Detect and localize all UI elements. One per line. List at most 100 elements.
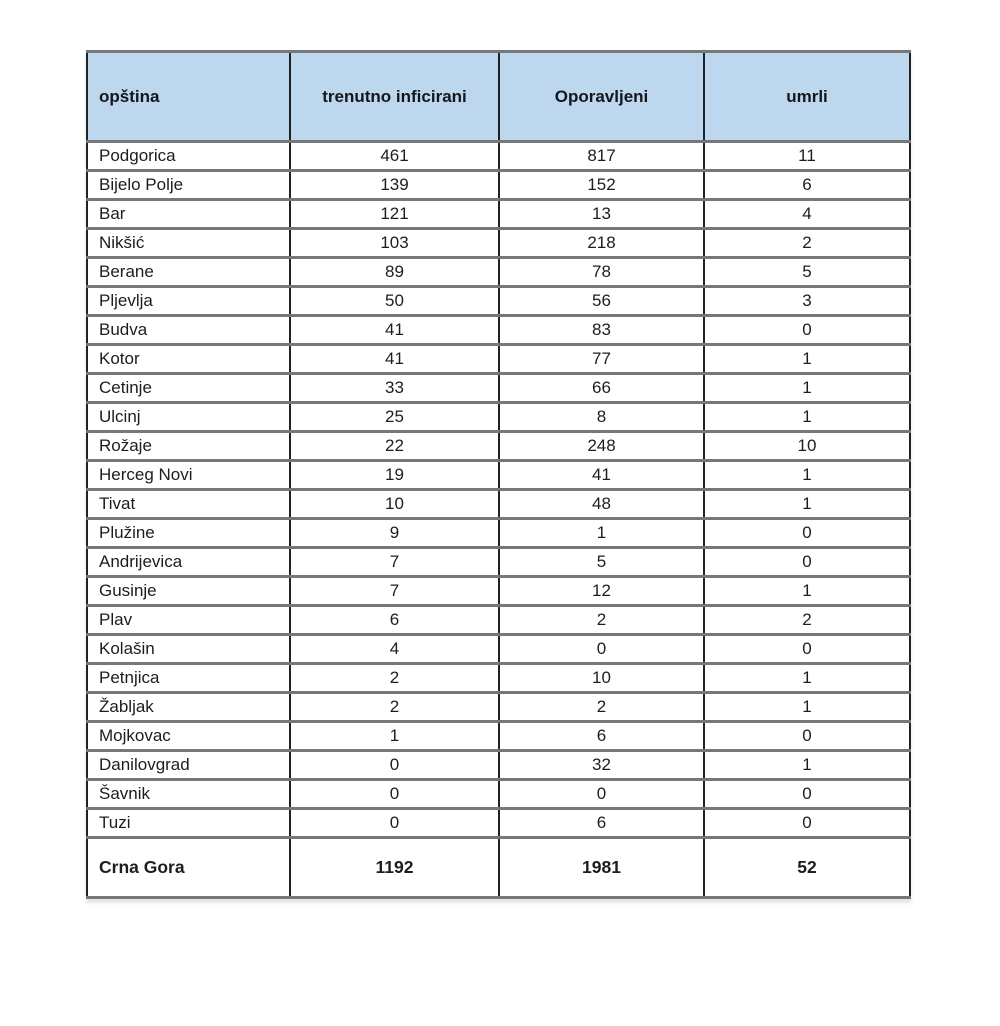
value-cell: 1 xyxy=(289,720,500,752)
table-row: Rožaje 22 248 10 xyxy=(86,430,911,462)
value-cell: 9 xyxy=(289,517,500,549)
value-cell: 1 xyxy=(498,517,705,549)
table-row: Budva 41 83 0 xyxy=(86,314,911,346)
value-cell: 0 xyxy=(498,633,705,665)
value-cell: 32 xyxy=(498,749,705,781)
value-cell: 2 xyxy=(289,662,500,694)
municipality-name-cell: Nikšić xyxy=(86,227,291,259)
value-cell: 7 xyxy=(289,546,500,578)
value-cell: 10 xyxy=(498,662,705,694)
value-cell: 7 xyxy=(289,575,500,607)
value-cell: 41 xyxy=(289,314,500,346)
value-cell: 1 xyxy=(703,575,911,607)
value-cell: 4 xyxy=(703,198,911,230)
value-cell: 66 xyxy=(498,372,705,404)
header-row: opština trenutno inficirani Oporavljeni … xyxy=(86,50,911,143)
value-cell: 6 xyxy=(703,169,911,201)
table-row: Petnjica 2 10 1 xyxy=(86,662,911,694)
value-cell: 0 xyxy=(703,807,911,839)
value-cell: 461 xyxy=(289,140,500,172)
value-cell: 0 xyxy=(703,314,911,346)
total-row-label: Crna Gora xyxy=(86,836,291,899)
value-cell: 1 xyxy=(703,691,911,723)
table-row: Plužine 9 1 0 xyxy=(86,517,911,549)
value-cell: 2 xyxy=(498,604,705,636)
municipality-name-cell: Budva xyxy=(86,314,291,346)
value-cell: 8 xyxy=(498,401,705,433)
total-row: Crna Gora 1192 1981 52 xyxy=(86,836,911,899)
value-cell: 1 xyxy=(703,343,911,375)
value-cell: 0 xyxy=(289,807,500,839)
municipality-name-cell: Petnjica xyxy=(86,662,291,694)
table-row: Cetinje 33 66 1 xyxy=(86,372,911,404)
value-cell: 78 xyxy=(498,256,705,288)
table-row: Andrijevica 7 5 0 xyxy=(86,546,911,578)
table-row: Berane 89 78 5 xyxy=(86,256,911,288)
table-row: Podgorica 461 817 11 xyxy=(86,140,911,172)
table-row: Nikšić 103 218 2 xyxy=(86,227,911,259)
table-row: Pljevlja 50 56 3 xyxy=(86,285,911,317)
table-row: Bijelo Polje 139 152 6 xyxy=(86,169,911,201)
table-header: opština trenutno inficirani Oporavljeni … xyxy=(86,50,911,143)
total-umrli: 52 xyxy=(703,836,911,899)
municipality-name-cell: Bar xyxy=(86,198,291,230)
municipality-name-cell: Andrijevica xyxy=(86,546,291,578)
municipality-name-cell: Cetinje xyxy=(86,372,291,404)
value-cell: 41 xyxy=(498,459,705,491)
value-cell: 10 xyxy=(703,430,911,462)
value-cell: 0 xyxy=(498,778,705,810)
value-cell: 248 xyxy=(498,430,705,462)
table-row: Tuzi 0 6 0 xyxy=(86,807,911,839)
value-cell: 83 xyxy=(498,314,705,346)
value-cell: 103 xyxy=(289,227,500,259)
municipality-name-cell: Tuzi xyxy=(86,807,291,839)
table-row: Herceg Novi 19 41 1 xyxy=(86,459,911,491)
value-cell: 1 xyxy=(703,488,911,520)
value-cell: 2 xyxy=(498,691,705,723)
table-row: Ulcinj 25 8 1 xyxy=(86,401,911,433)
table-row: Danilovgrad 0 32 1 xyxy=(86,749,911,781)
municipality-name-cell: Kotor xyxy=(86,343,291,375)
value-cell: 152 xyxy=(498,169,705,201)
municipality-name-cell: Kolašin xyxy=(86,633,291,665)
value-cell: 6 xyxy=(289,604,500,636)
value-cell: 3 xyxy=(703,285,911,317)
municipality-name-cell: Šavnik xyxy=(86,778,291,810)
municipality-name-cell: Berane xyxy=(86,256,291,288)
municipality-name-cell: Gusinje xyxy=(86,575,291,607)
value-cell: 48 xyxy=(498,488,705,520)
value-cell: 139 xyxy=(289,169,500,201)
total-oporavljeni: 1981 xyxy=(498,836,705,899)
municipality-name-cell: Žabljak xyxy=(86,691,291,723)
column-header-trenutno-inficirani: trenutno inficirani xyxy=(289,50,500,143)
table-row: Tivat 10 48 1 xyxy=(86,488,911,520)
table-row: Plav 6 2 2 xyxy=(86,604,911,636)
table-body: Podgorica 461 817 11 Bijelo Polje 139 152 6 Bar 1… xyxy=(86,140,911,839)
value-cell: 1 xyxy=(703,749,911,781)
value-cell: 0 xyxy=(703,517,911,549)
value-cell: 12 xyxy=(498,575,705,607)
value-cell: 4 xyxy=(289,633,500,665)
value-cell: 10 xyxy=(289,488,500,520)
value-cell: 77 xyxy=(498,343,705,375)
table-row: Kotor 41 77 1 xyxy=(86,343,911,375)
value-cell: 19 xyxy=(289,459,500,491)
value-cell: 0 xyxy=(703,633,911,665)
table-row: Šavnik 0 0 0 xyxy=(86,778,911,810)
value-cell: 5 xyxy=(498,546,705,578)
municipality-name-cell: Podgorica xyxy=(86,140,291,172)
value-cell: 1 xyxy=(703,401,911,433)
table-row: Kolašin 4 0 0 xyxy=(86,633,911,665)
column-header-oporavljeni: Oporavljeni xyxy=(498,50,705,143)
value-cell: 1 xyxy=(703,372,911,404)
column-header-umrli: umrli xyxy=(703,50,911,143)
municipality-name-cell: Danilovgrad xyxy=(86,749,291,781)
value-cell: 13 xyxy=(498,198,705,230)
table-row: Gusinje 7 12 1 xyxy=(86,575,911,607)
value-cell: 11 xyxy=(703,140,911,172)
municipality-name-cell: Ulcinj xyxy=(86,401,291,433)
value-cell: 817 xyxy=(498,140,705,172)
table-row: Mojkovac 1 6 0 xyxy=(86,720,911,752)
value-cell: 121 xyxy=(289,198,500,230)
